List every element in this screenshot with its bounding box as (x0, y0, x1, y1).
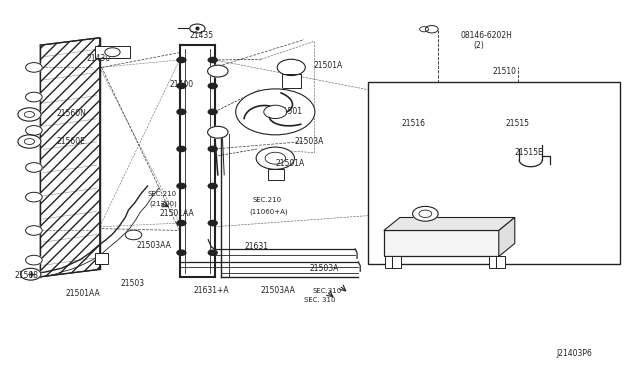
Circle shape (277, 59, 305, 76)
Polygon shape (40, 38, 100, 277)
Text: 21503: 21503 (121, 279, 145, 288)
Circle shape (26, 226, 42, 235)
Text: 21501AA: 21501AA (159, 209, 194, 218)
Circle shape (207, 65, 228, 77)
Text: 21631: 21631 (244, 241, 269, 250)
Circle shape (208, 109, 217, 115)
Text: 21435: 21435 (189, 31, 213, 41)
Circle shape (20, 268, 41, 280)
Text: 08146-6202H: 08146-6202H (461, 31, 513, 40)
Circle shape (208, 183, 217, 189)
Text: 21501A: 21501A (275, 159, 305, 168)
Text: SEC.310: SEC.310 (312, 288, 342, 294)
Circle shape (18, 108, 41, 121)
Circle shape (208, 221, 217, 226)
Circle shape (177, 109, 186, 115)
Bar (368, 82, 620, 264)
Circle shape (177, 183, 186, 189)
Text: 21501: 21501 (278, 108, 303, 116)
Circle shape (26, 192, 42, 202)
Text: 21501A: 21501A (314, 61, 343, 70)
Polygon shape (499, 218, 515, 256)
Circle shape (26, 62, 42, 72)
Bar (495, 256, 505, 267)
Bar (95, 46, 131, 58)
Circle shape (177, 146, 186, 151)
Circle shape (177, 221, 186, 226)
Bar (489, 256, 499, 267)
Text: SEC. 310: SEC. 310 (304, 297, 335, 303)
Text: J21403P6: J21403P6 (556, 349, 592, 358)
Circle shape (26, 126, 42, 135)
Text: 21503A: 21503A (294, 137, 324, 146)
Text: 21430: 21430 (87, 54, 111, 62)
Text: 21516: 21516 (402, 119, 426, 128)
Bar (392, 256, 401, 267)
Circle shape (189, 24, 205, 33)
Text: (11060+A): (11060+A) (250, 209, 289, 215)
Circle shape (125, 230, 142, 240)
Circle shape (26, 92, 42, 102)
Text: (2): (2) (473, 41, 484, 51)
Text: (21200): (21200) (150, 201, 177, 207)
Text: 21501AA: 21501AA (66, 289, 100, 298)
Circle shape (105, 48, 120, 57)
Circle shape (26, 255, 42, 265)
Circle shape (208, 57, 217, 62)
Text: 21503AA: 21503AA (137, 241, 172, 250)
Text: SEC.210: SEC.210 (148, 191, 177, 197)
Circle shape (18, 135, 41, 148)
Circle shape (177, 250, 186, 255)
Circle shape (426, 26, 438, 33)
Circle shape (208, 250, 217, 255)
Circle shape (264, 105, 287, 119)
Text: 21508: 21508 (15, 271, 39, 280)
Text: 21560N: 21560N (57, 109, 87, 118)
Text: 21515: 21515 (505, 119, 529, 128)
Text: 21503A: 21503A (309, 264, 339, 273)
Circle shape (177, 57, 186, 62)
Bar (384, 231, 499, 256)
Circle shape (413, 206, 438, 221)
Text: 21503AA: 21503AA (260, 286, 296, 295)
Circle shape (208, 146, 217, 151)
Circle shape (236, 89, 315, 135)
Text: 21560E: 21560E (57, 137, 86, 146)
Bar (282, 74, 301, 88)
Bar (268, 169, 284, 180)
Text: 21515E: 21515E (515, 148, 543, 157)
Circle shape (207, 126, 228, 138)
Text: 21631+A: 21631+A (193, 286, 229, 295)
Bar (95, 253, 108, 264)
Circle shape (177, 83, 186, 89)
Text: SEC.210: SEC.210 (253, 197, 282, 203)
Circle shape (26, 163, 42, 172)
Circle shape (256, 147, 294, 169)
Bar (385, 256, 395, 267)
Circle shape (208, 83, 217, 89)
Text: 21510: 21510 (492, 67, 516, 76)
Polygon shape (384, 218, 515, 231)
Text: 21400: 21400 (170, 80, 194, 89)
